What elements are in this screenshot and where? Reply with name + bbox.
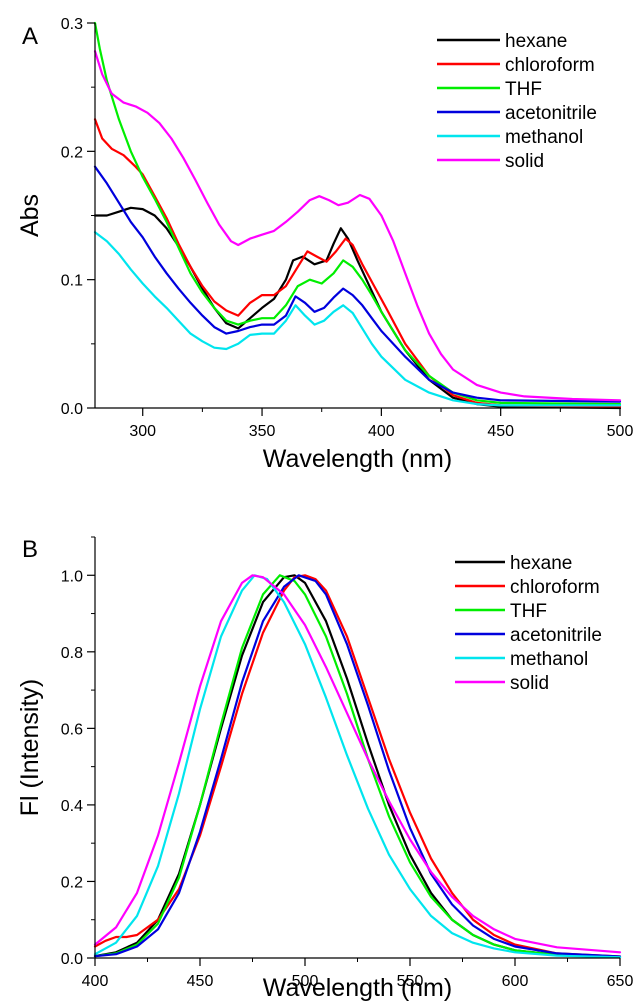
x-tick-label: 600 [502,973,529,990]
y-tick-label: 0.2 [61,144,83,161]
legend-label-thf: THF [505,79,542,100]
panel-label: A [22,23,38,50]
series-line-thf [93,21,622,406]
y-axis-title: Abs [16,194,44,237]
legend-label-acetonitrile: acetonitrile [510,625,602,646]
x-tick-label: 550 [397,973,424,990]
y-tick-label: 0.2 [61,874,83,891]
series-line-thf [93,574,622,959]
series-line-solid [93,50,622,402]
y-tick-label: 0.8 [61,645,83,662]
series-line-solid [93,574,622,954]
series-line-chloroform [93,118,622,408]
x-axis-title: Wavelength (nm) [263,974,452,1002]
y-tick-label: 0.4 [61,798,83,815]
x-tick-label: 500 [607,423,634,440]
y-tick-label: 0.0 [61,951,83,968]
x-tick-label: 450 [187,973,214,990]
x-axis-title: Wavelength (nm) [263,445,452,473]
x-tick-label: 450 [487,423,514,440]
legend-label-chloroform: chloroform [505,55,595,76]
legend-label-methanol: methanol [510,649,588,670]
x-tick-label: 350 [249,423,276,440]
legend-label-hexane: hexane [505,31,567,52]
panel-label: B [22,536,38,563]
x-tick-label: 400 [368,423,395,440]
series-line-methanol [93,574,622,959]
x-tick-label: 300 [129,423,156,440]
legend-label-acetonitrile: acetonitrile [505,103,597,124]
y-tick-label: 0.6 [61,721,83,738]
series-line-acetonitrile [93,165,622,403]
x-tick-label: 650 [607,973,634,990]
series-line-methanol [93,231,622,407]
y-tick-label: 0.0 [61,401,83,418]
series-line-acetonitrile [93,574,622,958]
y-tick-label: 0.3 [61,16,83,33]
y-tick-label: 1.0 [61,568,83,585]
y-tick-label: 0.1 [61,273,83,290]
y-axis-title: Fl (Intensity) [16,679,44,817]
legend-label-thf: THF [510,601,547,622]
x-tick-label: 500 [292,973,319,990]
legend-label-hexane: hexane [510,553,572,574]
legend-label-solid: solid [510,673,549,694]
legend-label-solid: solid [505,151,544,172]
x-tick-label: 400 [82,973,109,990]
legend-label-methanol: methanol [505,127,583,148]
legend-label-chloroform: chloroform [510,577,600,598]
